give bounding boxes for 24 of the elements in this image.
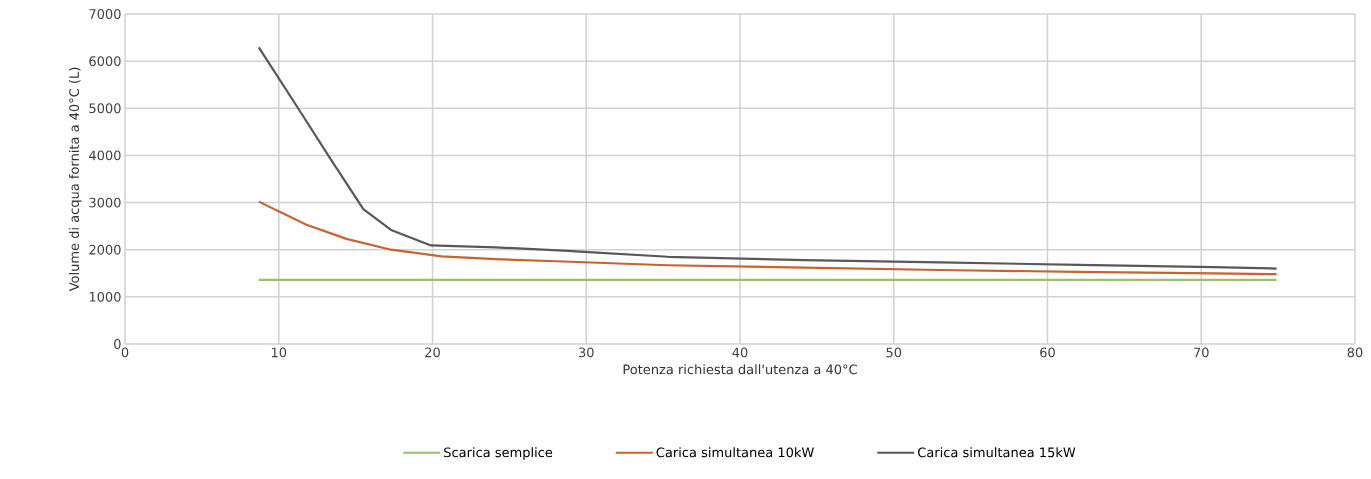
x-tick-label: 30 <box>578 347 594 358</box>
x-axis-title: Potenza richiesta dall'utenza a 40°C <box>623 364 857 375</box>
line-series <box>257 46 1278 270</box>
x-tick-label: 40 <box>732 347 748 358</box>
legend-label: Carica simultanea 10kW <box>656 447 814 458</box>
x-tick-label: 70 <box>1194 347 1209 358</box>
x-tick-label: 20 <box>425 347 440 358</box>
x-tick-label: 60 <box>1040 347 1055 358</box>
y-tick-label: 1000 <box>89 291 121 302</box>
y-tick-label: 5000 <box>89 103 121 114</box>
legend-label: Carica simultanea 15kW <box>918 447 1076 458</box>
y-tick-label: 6000 <box>89 56 121 67</box>
y-tick-label: 2000 <box>89 244 121 255</box>
y-tick-label: 3000 <box>89 197 121 208</box>
x-tick-label: 0 <box>121 347 129 358</box>
y-axis-title: Volume di acqua fornita a 40°C (L) <box>68 67 82 292</box>
y-tick-label: 7000 <box>89 9 121 19</box>
x-tick-label: 10 <box>271 347 287 358</box>
x-tick-label: 80 <box>1347 347 1363 358</box>
y-tick-label: 0 <box>114 339 121 349</box>
legend-label: Scarica semplice <box>444 447 553 460</box>
y-tick-label: 4000 <box>89 150 121 161</box>
line-series <box>257 200 1278 276</box>
x-tick-label: 50 <box>886 347 902 358</box>
